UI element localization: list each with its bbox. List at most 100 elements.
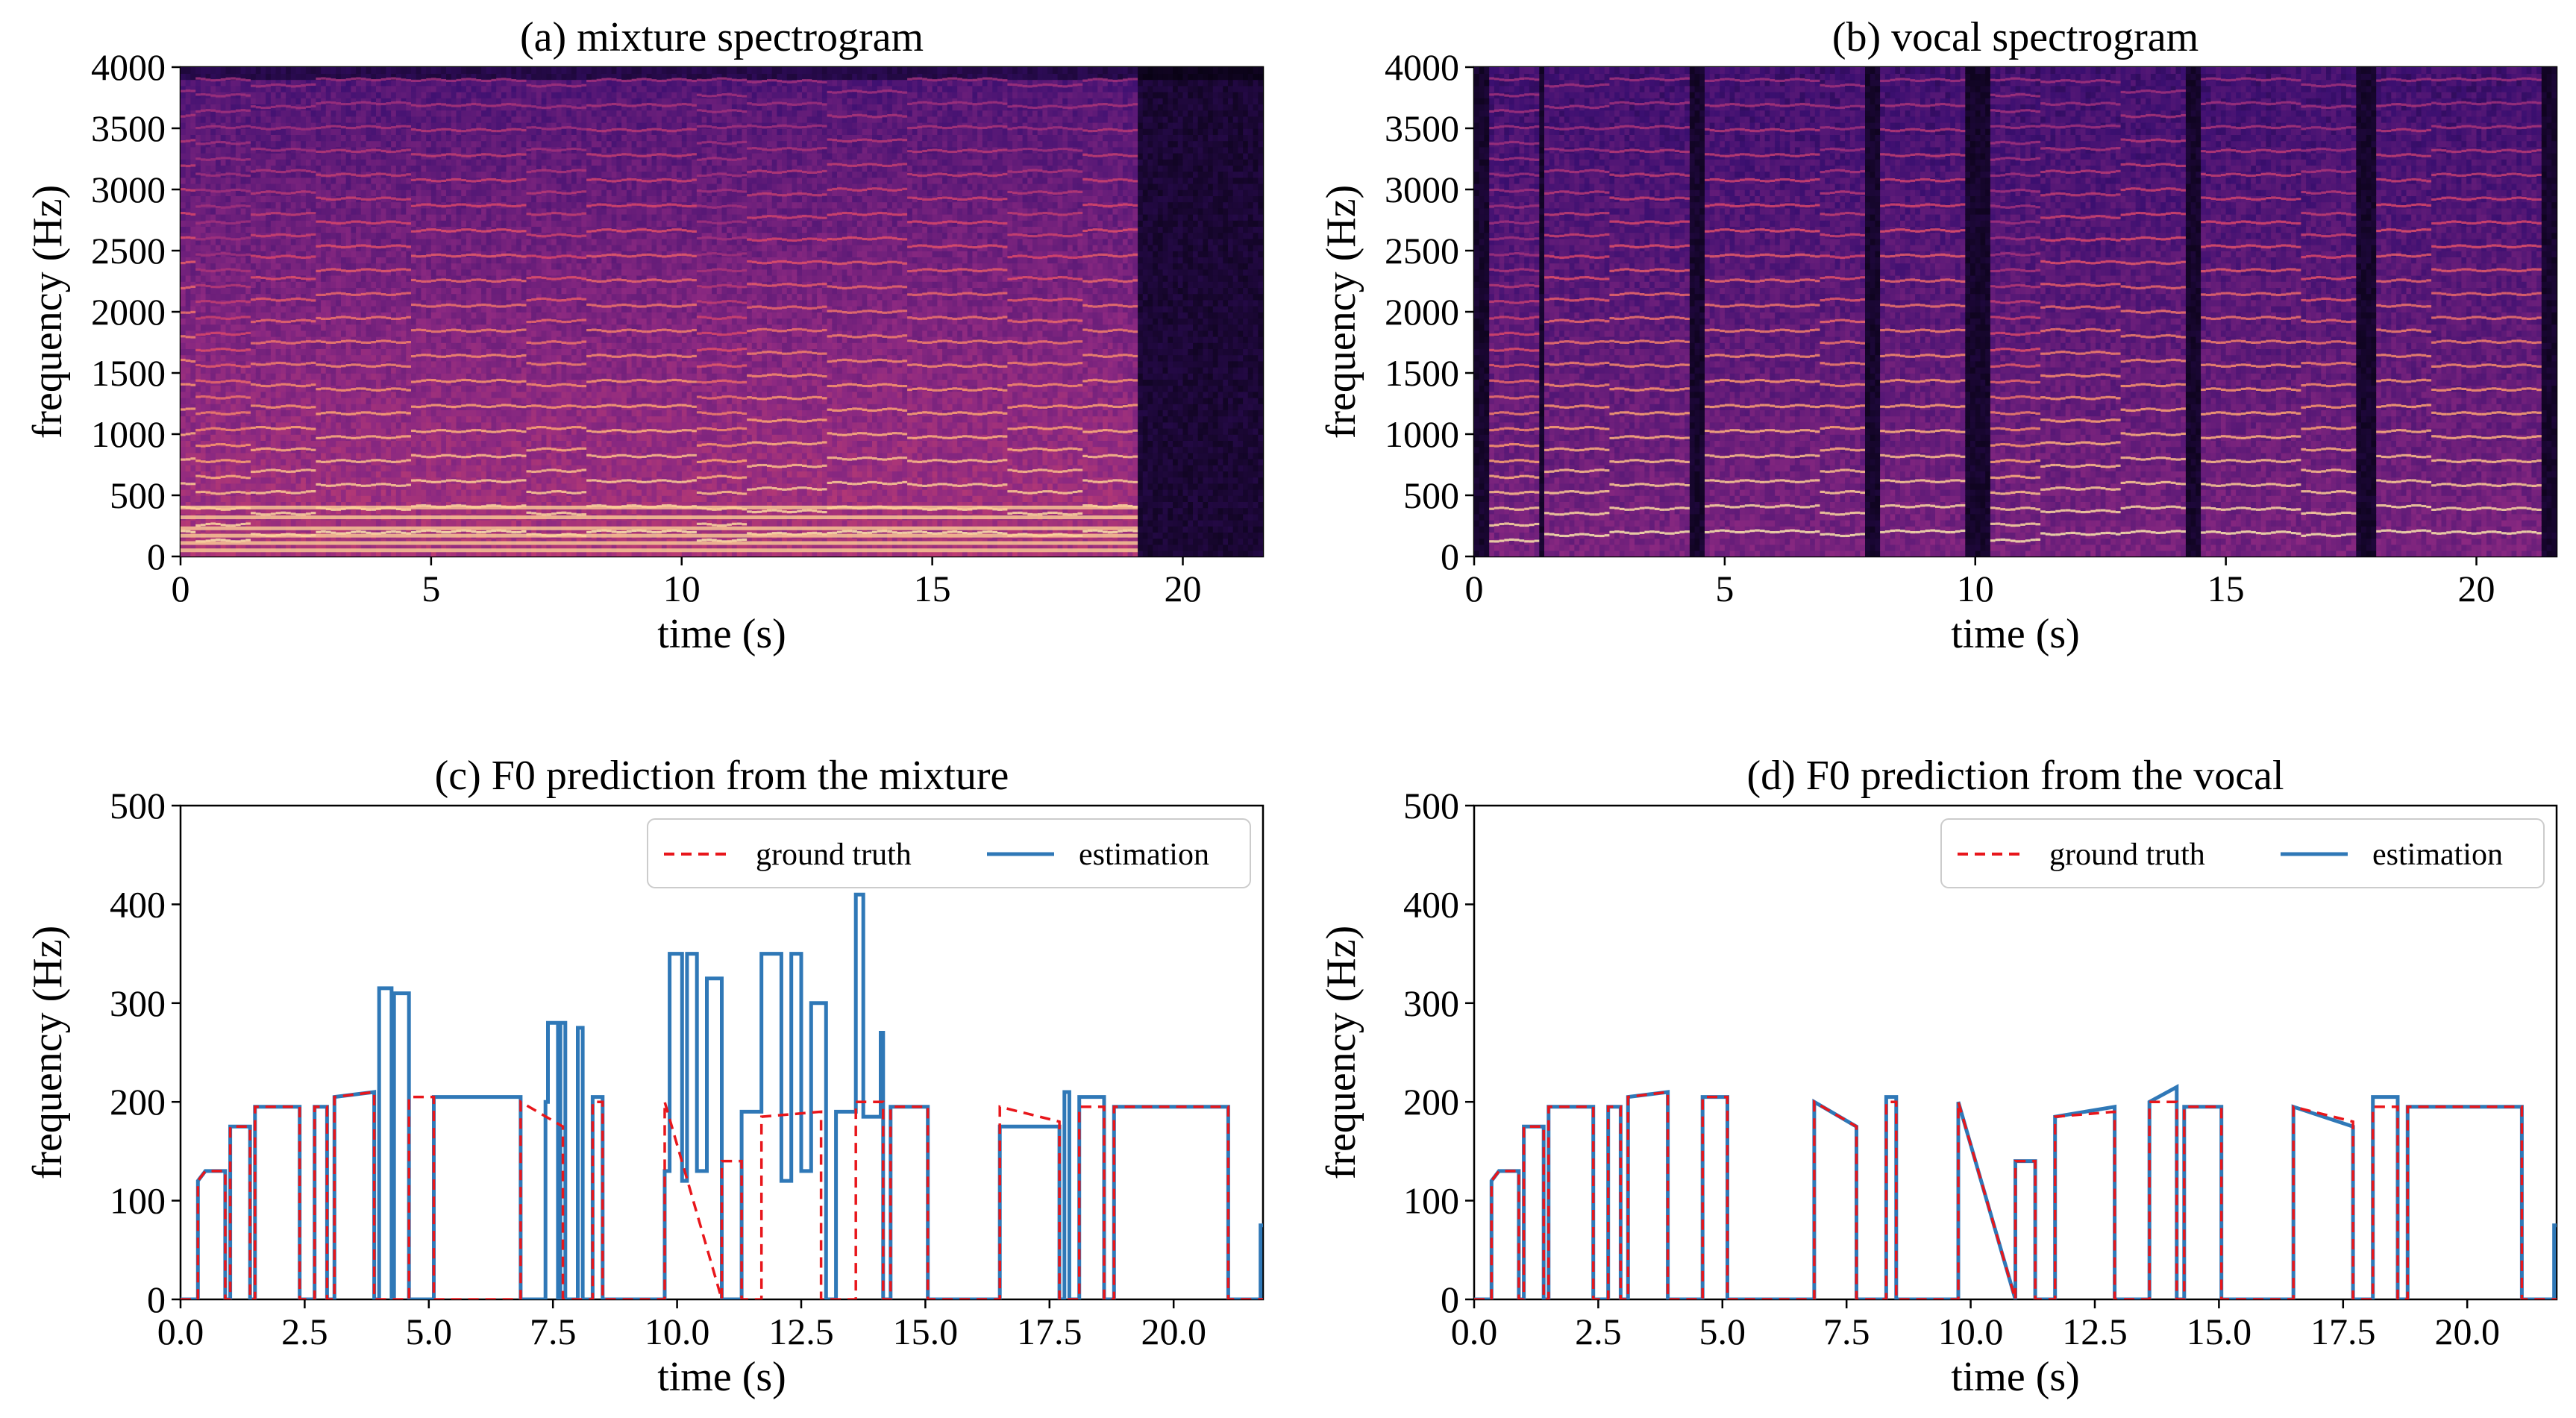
spectrogram-cell	[271, 477, 277, 483]
spectrogram-cell	[411, 86, 417, 92]
spectrogram-cell	[351, 300, 357, 307]
spectrogram-cell	[231, 453, 236, 459]
spectrogram-cell	[421, 183, 427, 190]
spectrogram-cell	[221, 354, 227, 361]
spectrogram-cell	[446, 116, 452, 123]
spectrogram-cell	[401, 440, 407, 447]
spectrogram-cell	[421, 312, 427, 319]
spectrogram-cell	[336, 428, 342, 435]
spectrogram-cell	[451, 318, 457, 324]
spectrogram-cell	[441, 434, 447, 441]
spectrogram-cell	[416, 495, 422, 502]
spectrogram-cell	[301, 251, 307, 257]
spectrogram-cell	[261, 281, 267, 288]
spectrogram-cell	[346, 440, 352, 447]
spectrogram-cell	[446, 92, 452, 98]
spectrogram-cell	[311, 67, 317, 74]
spectrogram-cell	[266, 178, 272, 184]
spectrogram-cell	[186, 128, 192, 135]
spectrogram-cell	[301, 483, 307, 490]
spectrogram-cell	[286, 520, 292, 527]
spectrogram-cell	[245, 245, 251, 251]
spectrogram-cell	[371, 183, 377, 190]
spectrogram-cell	[431, 208, 437, 215]
spectrogram-cell	[386, 67, 392, 74]
spectrogram-cell	[281, 153, 286, 160]
spectrogram-cell	[216, 67, 222, 74]
spectrogram-cell	[386, 404, 392, 410]
spectrogram-cell	[281, 367, 286, 374]
spectrogram-cell	[326, 232, 332, 239]
spectrogram-cell	[386, 367, 392, 374]
spectrogram-cell	[256, 306, 262, 313]
spectrogram-cell	[361, 189, 367, 196]
spectrogram-cell	[301, 287, 307, 294]
spectrogram-cell	[441, 183, 447, 190]
spectrogram-cell	[416, 410, 422, 416]
spectrogram-cell	[411, 239, 417, 245]
spectrogram-cell	[457, 67, 463, 74]
spectrogram-cell	[210, 324, 216, 330]
spectrogram-cell	[436, 171, 442, 178]
spectrogram-cell	[476, 67, 482, 74]
spectrogram-cell	[201, 453, 207, 459]
spectrogram-cell	[221, 453, 227, 459]
spectrogram-cell	[411, 134, 417, 141]
spectrogram-cell	[271, 312, 277, 319]
spectrogram-cell	[481, 232, 487, 239]
spectrogram-cell	[356, 342, 362, 349]
spectrogram-cell	[256, 348, 262, 355]
spectrogram-cell	[426, 465, 432, 471]
spectrogram-cell	[416, 306, 422, 313]
spectrogram-cell	[366, 110, 372, 116]
spectrogram-cell	[181, 269, 187, 276]
spectrogram-cell	[236, 483, 242, 490]
spectrogram-cell	[361, 226, 367, 233]
spectrogram-cell	[346, 477, 352, 483]
spectrogram-cell	[321, 367, 327, 374]
spectrogram-cell	[321, 67, 327, 74]
spectrogram-cell	[486, 367, 492, 374]
spectrogram-cell	[466, 336, 472, 343]
spectrogram-cell	[256, 269, 262, 276]
spectrogram-cell	[426, 422, 432, 429]
spectrogram-cell	[436, 410, 442, 416]
spectrogram-cell	[336, 251, 342, 257]
spectrogram-cell	[321, 183, 327, 190]
spectrogram-cell	[381, 257, 387, 263]
spectrogram-cell	[271, 245, 277, 251]
spectrogram-cell	[276, 440, 282, 447]
spectrogram-cell	[241, 342, 247, 349]
spectrogram-cell	[371, 251, 377, 257]
spectrogram-cell	[431, 300, 437, 307]
spectrogram-cell	[326, 446, 332, 453]
spectrogram-cell	[446, 459, 452, 465]
spectrogram-cell	[291, 79, 297, 86]
spectrogram-cell	[441, 440, 447, 447]
spectrogram-cell	[391, 324, 397, 330]
spectrogram-cell	[241, 134, 247, 141]
spectrogram-cell	[206, 373, 212, 380]
spectrogram-cell	[306, 214, 312, 221]
spectrogram-cell	[431, 110, 437, 116]
spectrogram-cell	[371, 232, 377, 239]
spectrogram-cell	[186, 171, 192, 178]
spectrogram-cell	[376, 201, 382, 208]
spectrogram-cell	[381, 330, 387, 337]
spectrogram-cell	[206, 153, 212, 160]
spectrogram-cell	[446, 67, 452, 74]
spectrogram-cell	[321, 201, 327, 208]
spectrogram-cell	[461, 116, 467, 123]
spectrogram-cell	[296, 392, 302, 398]
spectrogram-cell	[276, 342, 282, 349]
spectrogram-cell	[226, 287, 232, 294]
spectrogram-cell	[371, 239, 377, 245]
spectrogram-cell	[351, 453, 357, 459]
figure: 0 5 10 15 2005001000150020002500300035004000…	[0, 0, 2576, 1418]
spectrogram-cell	[316, 208, 322, 215]
spectrogram-cell	[411, 165, 417, 172]
spectrogram-cell	[276, 245, 282, 251]
spectrogram-cell	[441, 392, 447, 398]
spectrogram-cell	[245, 306, 251, 313]
spectrogram-cell	[321, 92, 327, 98]
